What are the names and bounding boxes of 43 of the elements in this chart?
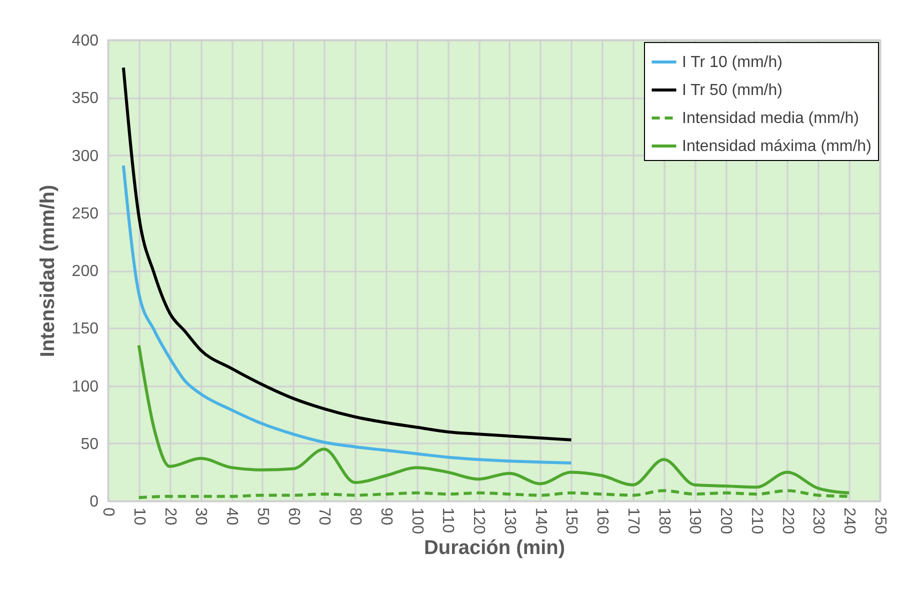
y-tick-label: 150 xyxy=(72,320,99,338)
x-tick-label: 190 xyxy=(686,508,704,534)
x-tick-label: 100 xyxy=(408,508,426,534)
y-tick-label: 0 xyxy=(90,494,99,510)
legend-label: I Tr 50 (mm/h) xyxy=(682,82,782,99)
x-tick-label: 110 xyxy=(439,508,456,534)
x-tick-label: 140 xyxy=(532,508,549,534)
x-tick-label: 160 xyxy=(594,508,611,534)
line-series xyxy=(122,164,573,464)
x-tick-label: 250 xyxy=(872,508,888,534)
legend-label: Intensidad media (mm/h) xyxy=(682,110,859,127)
y-tick-label: 200 xyxy=(72,263,99,280)
x-tick-label: 230 xyxy=(810,508,827,534)
y-tick-label: 100 xyxy=(72,378,99,396)
x-tick-label: 60 xyxy=(284,508,302,526)
line-series xyxy=(122,66,573,442)
x-tick-label: 240 xyxy=(840,508,858,534)
x-axis-title: Duración (min) xyxy=(424,537,566,560)
x-tick-label: 20 xyxy=(161,508,178,526)
x-tick-label: 220 xyxy=(778,508,796,534)
legend-label: I Tr 10 (mm/h) xyxy=(682,54,782,71)
x-tick-label: 10 xyxy=(130,508,148,526)
x-tick-label: 80 xyxy=(346,508,364,526)
x-tick-label: 90 xyxy=(377,508,394,526)
x-tick-label: 70 xyxy=(316,508,333,526)
x-tick-label: 180 xyxy=(655,508,672,534)
y-axis-title: Intensidad (mm/h) xyxy=(36,184,59,358)
x-tick-label: 200 xyxy=(717,508,734,534)
x-tick-label: 210 xyxy=(748,508,765,534)
x-tick-label: 150 xyxy=(562,508,580,534)
x-tick-label: 120 xyxy=(470,508,488,534)
x-tick-label: 170 xyxy=(624,508,642,534)
y-tick-label: 350 xyxy=(72,90,99,108)
y-tick-label: 300 xyxy=(72,148,99,165)
x-tick-label: 30 xyxy=(192,508,210,526)
x-tick-label: 40 xyxy=(223,508,240,526)
y-tick-label: 400 xyxy=(72,32,99,50)
x-tick-label: 50 xyxy=(254,508,271,526)
legend-label: Intensidad máxima (mm/h) xyxy=(682,138,872,155)
x-tick-label: 0 xyxy=(100,508,116,516)
y-tick-label: 50 xyxy=(80,436,99,453)
y-tick-label: 250 xyxy=(72,205,99,222)
x-tick-label: 130 xyxy=(500,508,518,534)
